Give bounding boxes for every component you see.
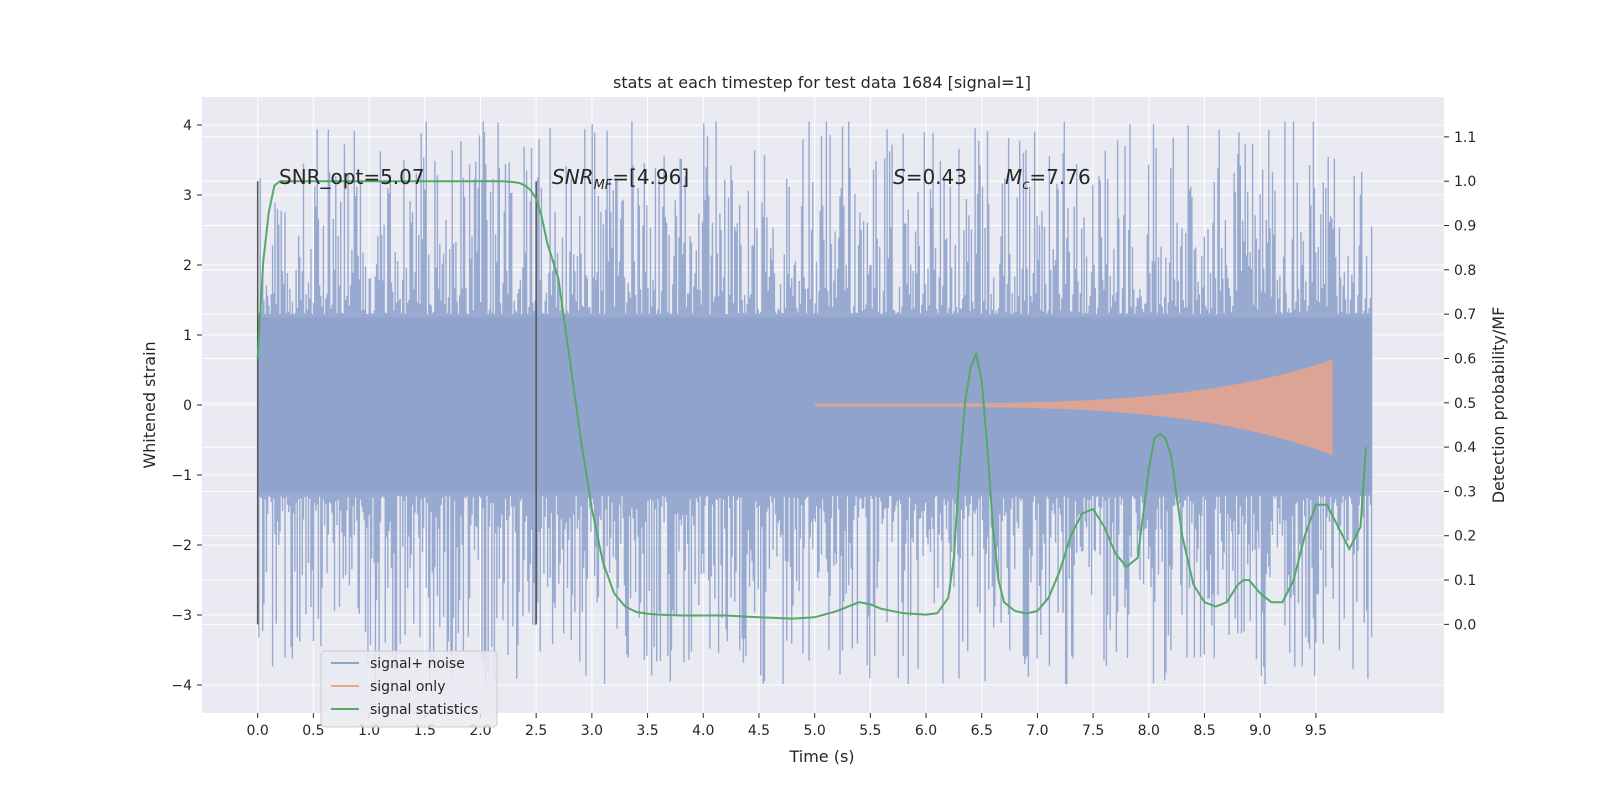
x-tick-label-11: 5.5 xyxy=(859,723,881,739)
annotation-mc-rest: =7.76 xyxy=(1029,165,1090,189)
x-tick-label-18: 9.0 xyxy=(1249,723,1271,739)
x-tick-label-16: 8.0 xyxy=(1138,723,1160,739)
x-tick-label-15: 7.5 xyxy=(1082,723,1104,739)
vertical-markers xyxy=(256,181,537,625)
x-tick-label-9: 4.5 xyxy=(748,723,770,739)
annotation-mc: Mc=7.76 xyxy=(1005,165,1091,193)
y-right-tick-label-3: 0.8 xyxy=(1454,263,1476,279)
y-axis-ticks: 4 3 2 1 0 −1 −2 −3 −4 xyxy=(171,118,202,694)
legend-box xyxy=(320,650,498,728)
y-right-tick-label-6: 0.5 xyxy=(1454,396,1476,412)
x-tick-label-19: 9.5 xyxy=(1305,723,1327,739)
annotation-s: S=0.43 xyxy=(893,165,967,189)
annotation-snr-mf-sub: MF xyxy=(594,178,613,193)
x-tick-label-10: 5.0 xyxy=(804,723,826,739)
annotation-snr-mf-rest: =[4.96] xyxy=(612,165,689,189)
y-right-axis-ticks: 1.1 1.0 0.9 0.8 0.7 0.6 0.5 0.4 0.3 0.2 0.1 0.0 xyxy=(1444,130,1476,633)
y-right-tick-label-8: 0.3 xyxy=(1454,484,1476,500)
annotation-snr-mf-main: SNR xyxy=(552,165,594,189)
y-right-tick-label-2: 0.9 xyxy=(1454,219,1476,235)
annotation-s-main: S xyxy=(893,165,906,189)
x-tick-label-13: 6.5 xyxy=(971,723,993,739)
y-right-tick-label-0: 1.1 xyxy=(1454,130,1476,146)
legend-label-signal-noise: signal+ noise xyxy=(370,656,465,672)
y-right-tick-label-7: 0.4 xyxy=(1454,440,1476,456)
y-tick-label-5: −1 xyxy=(171,468,192,484)
y-right-tick-label-11: 0.0 xyxy=(1454,617,1476,633)
y-tick-label-7: −3 xyxy=(171,608,192,624)
x-tick-label-14: 7.0 xyxy=(1026,723,1048,739)
x-tick-label-7: 3.5 xyxy=(636,723,658,739)
y-tick-label-4: 0 xyxy=(183,398,192,414)
x-tick-label-17: 8.5 xyxy=(1193,723,1215,739)
chart-title: stats at each timestep for test data 168… xyxy=(613,73,1031,92)
x-tick-label-6: 3.0 xyxy=(581,723,603,739)
annotation-s-rest: =0.43 xyxy=(906,165,967,189)
y-right-tick-label-10: 0.1 xyxy=(1454,573,1476,589)
annotation-snr-opt: SNR_opt=5.07 xyxy=(279,165,425,189)
annotation-snr-mf: SNRMF=[4.96] xyxy=(552,165,689,193)
annotation-mc-main: M xyxy=(1005,165,1022,189)
legend: signal+ noise signal only signal statist… xyxy=(320,650,498,728)
y-tick-label-0: 4 xyxy=(183,118,192,134)
y-right-tick-label-9: 0.2 xyxy=(1454,529,1476,545)
y-tick-label-2: 2 xyxy=(183,258,192,274)
signal-only-series xyxy=(814,359,1333,461)
y-tick-label-1: 3 xyxy=(183,188,192,204)
y-right-axis-label: Detection probability/MF xyxy=(1489,307,1508,504)
chirp-envelope xyxy=(814,359,1333,461)
x-tick-label-1: 0.5 xyxy=(302,723,324,739)
y-right-tick-label-4: 0.7 xyxy=(1454,307,1476,323)
x-axis-label: Time (s) xyxy=(788,747,854,766)
statistics-line xyxy=(256,180,1367,620)
legend-label-signal-only: signal only xyxy=(370,679,445,695)
x-tick-label-5: 2.5 xyxy=(525,723,547,739)
x-tick-label-8: 4.0 xyxy=(692,723,714,739)
y-tick-label-8: −4 xyxy=(171,678,192,694)
y-tick-label-6: −2 xyxy=(171,538,192,554)
annotation-mc-sub: c xyxy=(1022,178,1029,193)
y-axis-label: Whitened strain xyxy=(140,341,159,468)
y-right-tick-label-5: 0.6 xyxy=(1454,351,1476,367)
y-tick-label-3: 1 xyxy=(183,328,192,344)
signal-statistics-series xyxy=(256,180,1367,620)
legend-label-signal-statistics: signal statistics xyxy=(370,702,478,718)
y-right-tick-label-1: 1.0 xyxy=(1454,174,1476,190)
x-tick-label-12: 6.0 xyxy=(915,723,937,739)
x-tick-label-0: 0.0 xyxy=(247,723,269,739)
